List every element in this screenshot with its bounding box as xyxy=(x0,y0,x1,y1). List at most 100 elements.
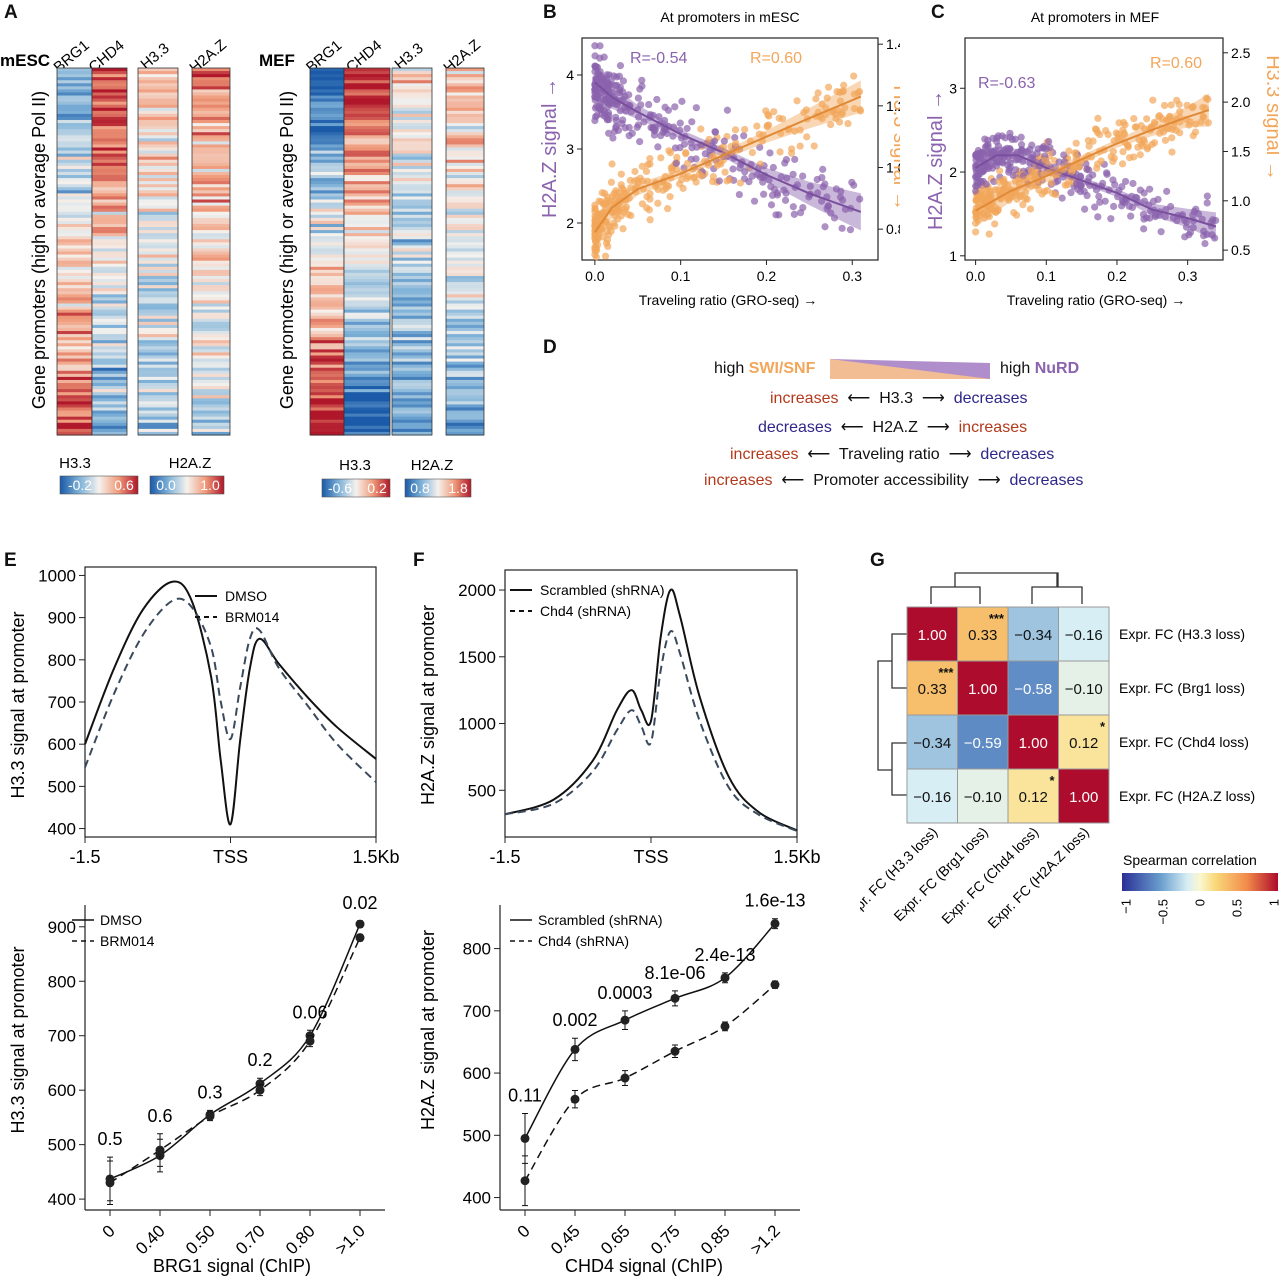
panel-c-xlabel: Traveling ratio (GRO-seq) → xyxy=(1007,292,1185,308)
scatter-point-h2az xyxy=(637,101,645,109)
legend-label: DMSO xyxy=(100,912,142,928)
heatmap-cell xyxy=(192,334,230,338)
heatmap-cell xyxy=(310,425,344,430)
scatter-point-h33 xyxy=(991,208,1000,216)
heatmap-cell xyxy=(57,331,92,335)
scatter-point-h33 xyxy=(682,148,690,157)
heatmap-cell xyxy=(57,208,92,213)
heatmap-cell xyxy=(310,175,344,179)
heatmap-cell xyxy=(344,364,390,369)
colorbar-min: -0.2 xyxy=(68,477,92,493)
heatmap-cell xyxy=(310,126,344,130)
data-point xyxy=(620,1073,630,1083)
heatmap-cell xyxy=(392,68,432,72)
heatmap-cell xyxy=(192,401,230,406)
heatmap-cell xyxy=(344,361,390,366)
heatmap-cell xyxy=(92,236,127,240)
heatmap-cell xyxy=(57,312,92,317)
data-point xyxy=(620,1015,630,1025)
scatter-point-h33 xyxy=(775,114,783,122)
scatter-point-h2az xyxy=(767,183,775,191)
heatmap-cell xyxy=(310,248,344,253)
heatmap-cell xyxy=(92,431,127,436)
heatmap-cell xyxy=(310,318,344,323)
y-tick-label: 600 xyxy=(48,735,76,754)
heatmap-cell xyxy=(446,254,484,259)
heatmap-cell xyxy=(344,208,390,213)
heatmap-cell xyxy=(57,340,92,344)
heatmap-cell xyxy=(310,257,344,262)
legend-tick-label: −0.5 xyxy=(1156,899,1171,925)
heatmap-cell xyxy=(310,392,344,396)
heatmap-cell xyxy=(192,175,230,179)
heatmap-cell xyxy=(57,98,92,103)
scatter-point-h2az xyxy=(836,193,845,201)
scatter-point-h2az xyxy=(1182,223,1191,231)
scatter-point-h2az xyxy=(846,226,855,234)
heatmap-cell xyxy=(138,144,178,149)
y-left-tick-label: 3 xyxy=(566,141,574,157)
heatmap-cell xyxy=(392,398,432,402)
heatmap-cell xyxy=(344,147,390,152)
heatmap-cell xyxy=(446,279,484,283)
scatter-point-h33 xyxy=(638,162,646,170)
heatmap-cell xyxy=(344,227,390,231)
heatmap-cell xyxy=(310,214,344,219)
heatmap-cell xyxy=(57,251,92,256)
scatter-point-h2az xyxy=(596,42,604,50)
heatmap-cell xyxy=(138,291,178,295)
heatmap-cell xyxy=(344,297,390,302)
heatmap-cell xyxy=(92,425,127,430)
heatmap-cell xyxy=(192,257,230,262)
heatmap-cell xyxy=(138,343,178,347)
heatmap-cell xyxy=(57,413,92,418)
heatmap-cell xyxy=(344,153,390,158)
heatmap-cell xyxy=(57,205,92,210)
row-h2az: decreases ⟵ H2A.Z ⟶ increases xyxy=(758,419,1028,436)
scatter-point-h33 xyxy=(832,114,840,123)
scatter-point-h2az xyxy=(759,178,767,186)
heatmap-cell xyxy=(57,107,92,112)
heatmap-cell xyxy=(446,300,484,305)
heatmap-cell xyxy=(138,98,178,103)
heatmap-cell xyxy=(192,386,230,390)
scatter-point-h33 xyxy=(999,186,1007,194)
heatmap-cell xyxy=(92,248,127,253)
series-line xyxy=(524,923,776,1139)
heatmap-cell xyxy=(446,199,484,204)
data-point xyxy=(520,1133,530,1143)
heatmap-cell xyxy=(57,309,92,314)
heatmap-cell xyxy=(392,367,432,372)
heatmap-cell xyxy=(446,80,484,84)
heatmap-cell xyxy=(138,294,178,298)
heatmap-cell xyxy=(138,263,178,268)
heatmap-cell xyxy=(138,214,178,219)
heatmap-cell xyxy=(192,95,230,100)
heatmap-cell xyxy=(392,211,432,216)
heatmap-cell xyxy=(310,288,344,292)
heatmap-cell xyxy=(57,379,92,384)
heatmap-column-frame xyxy=(91,67,128,436)
scatter-point-h2az xyxy=(766,149,774,157)
colorbar-min: 0.8 xyxy=(410,480,430,496)
heatmap-cell xyxy=(192,275,230,280)
heatmap-cell xyxy=(57,401,92,406)
panel-letter-g: G xyxy=(870,550,885,571)
scatter-point-h33 xyxy=(646,195,654,203)
heatmap-cell xyxy=(138,346,178,350)
heatmap-cell xyxy=(392,123,432,127)
panel-e-bottom-ylabel: H3.3 signal at promoter xyxy=(8,946,28,1133)
heatmap-cell xyxy=(138,171,178,176)
heatmap-cell xyxy=(138,236,178,240)
y-tick-label: 400 xyxy=(48,1190,76,1209)
heatmap-cell xyxy=(446,147,484,152)
y-tick-label: 900 xyxy=(48,609,76,628)
correlation-cell xyxy=(957,606,1009,662)
heatmap-cell xyxy=(446,269,484,274)
scatter-point-h33 xyxy=(803,133,811,141)
heatmap-cell xyxy=(310,312,344,317)
x-tick-label: 1.5Kb xyxy=(773,847,820,867)
heatmap-cell xyxy=(57,135,92,139)
panel-letter-b: B xyxy=(543,2,557,23)
scatter-point-h2az xyxy=(654,143,662,151)
